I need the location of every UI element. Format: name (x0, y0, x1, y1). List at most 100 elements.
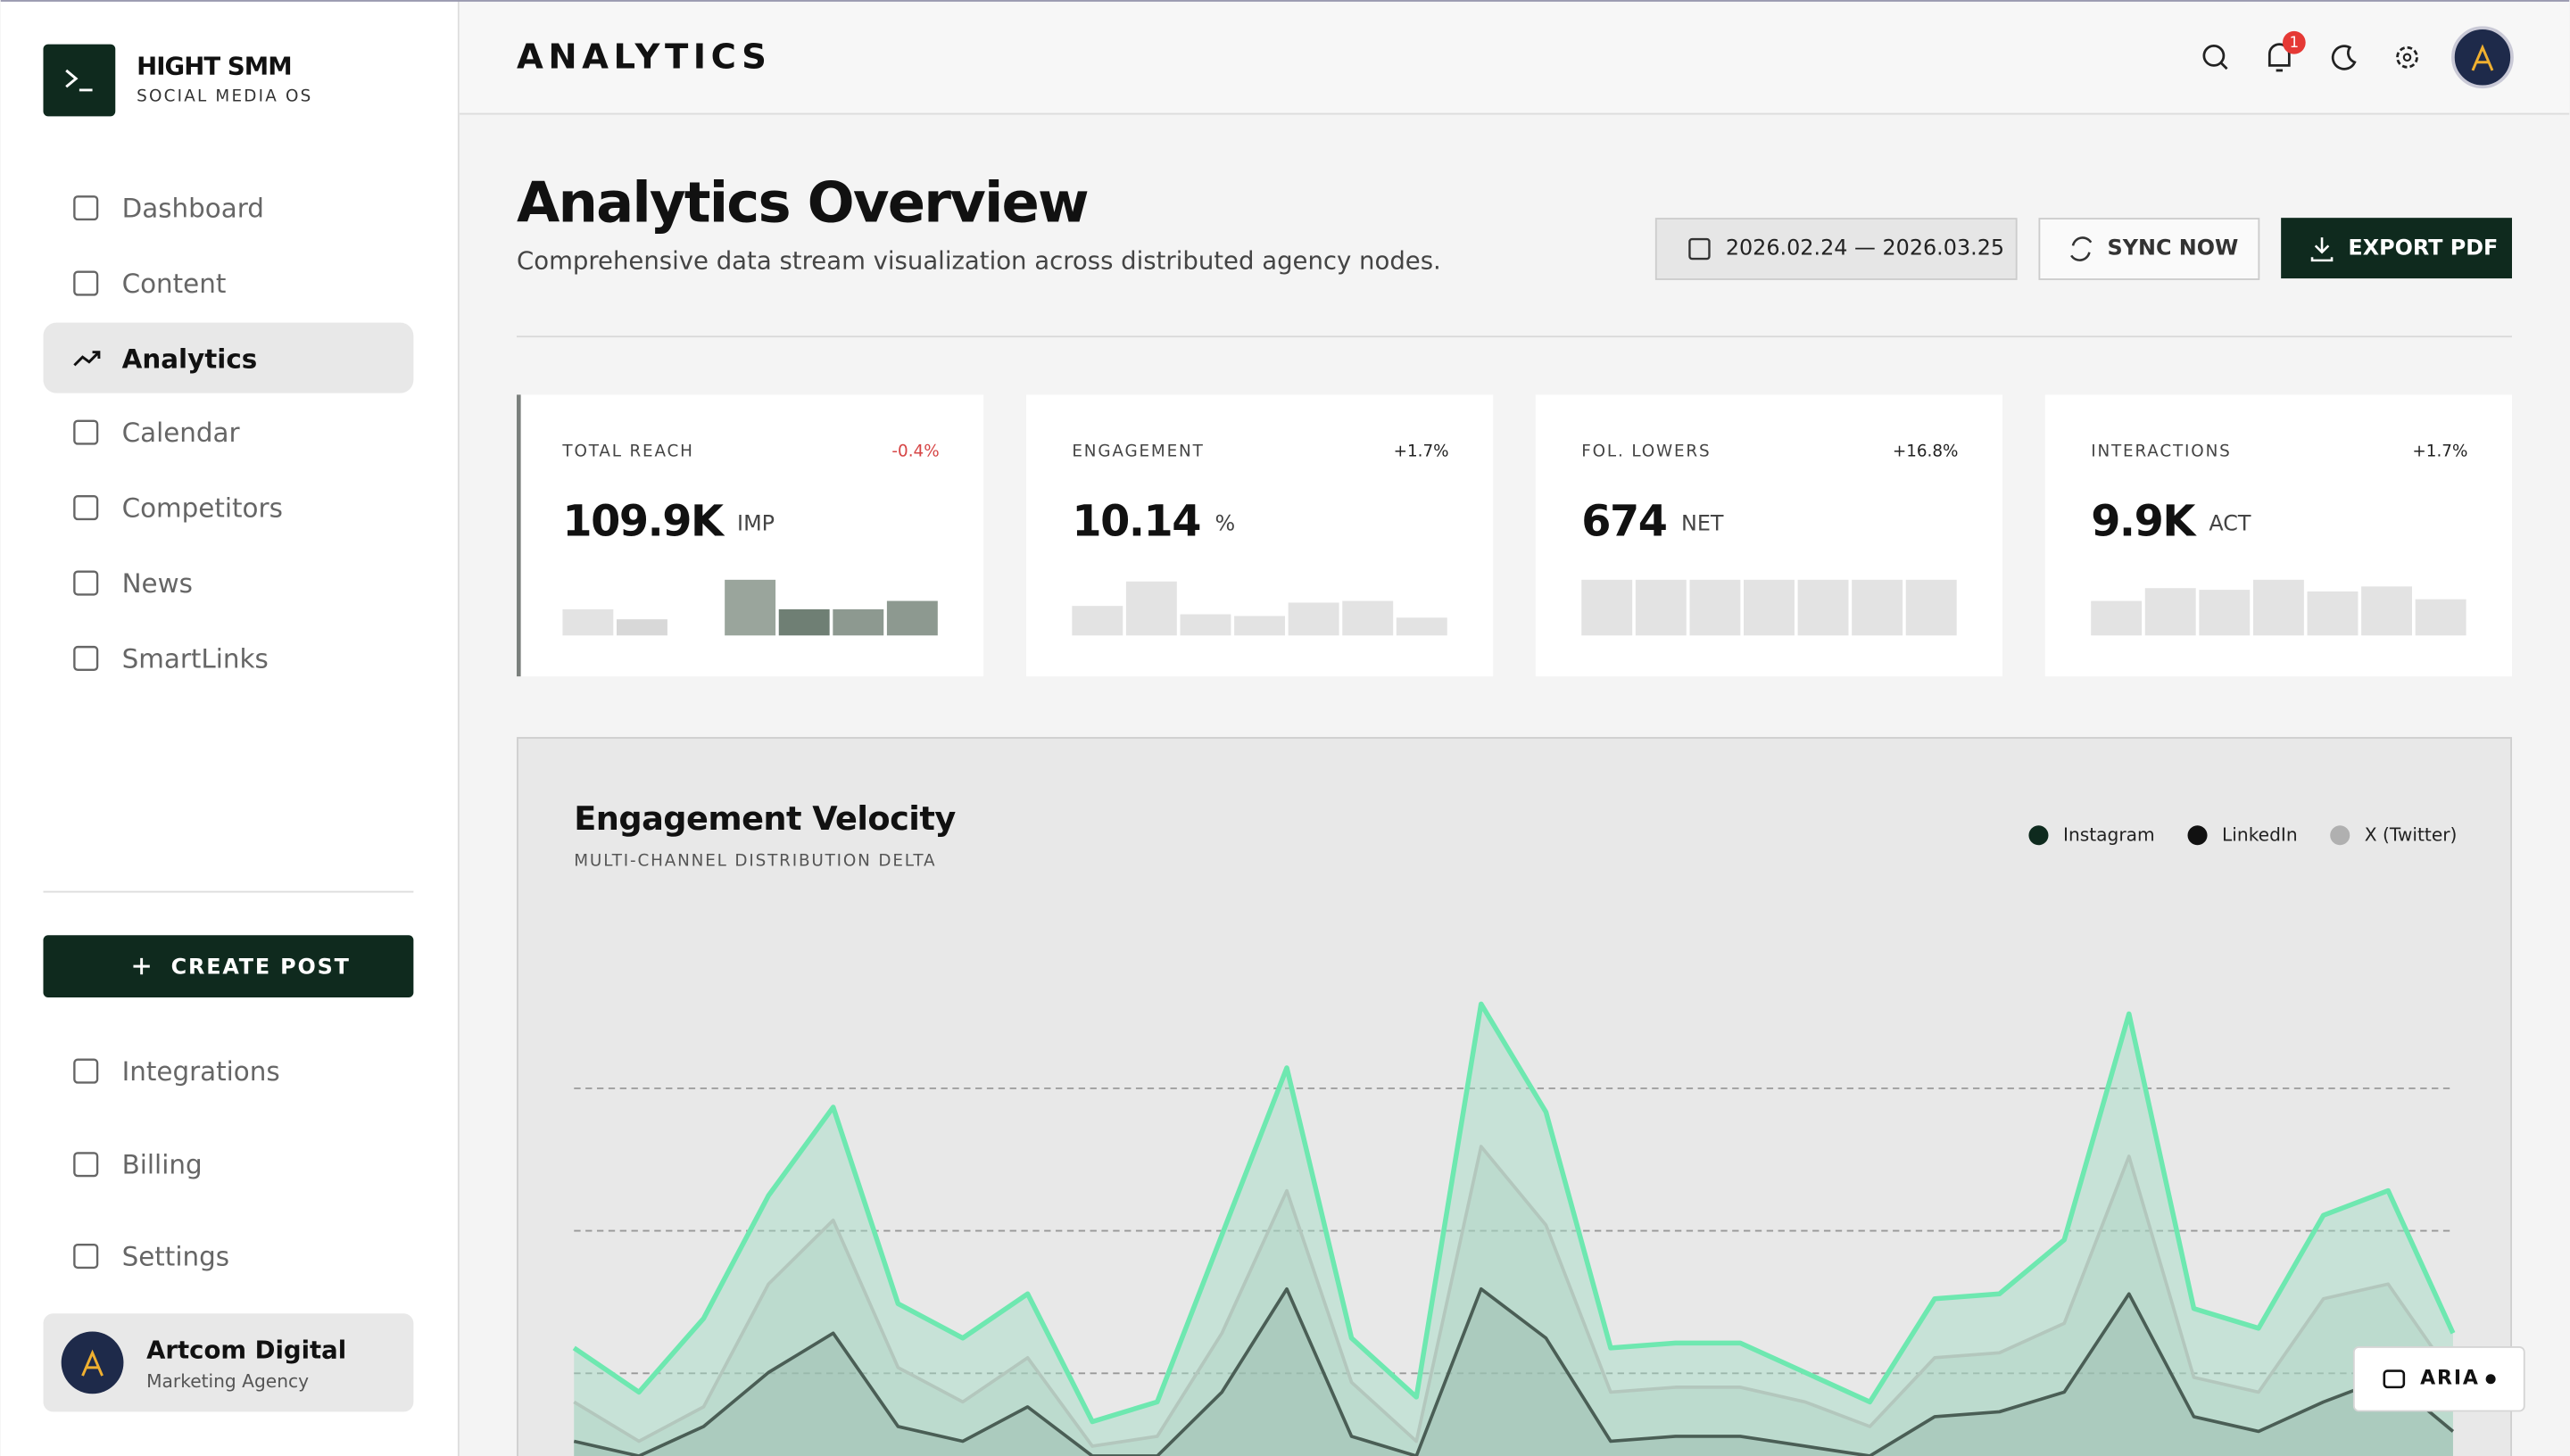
nav-icon (73, 570, 99, 596)
date-range-button[interactable] (1654, 218, 2018, 280)
kpi-bar (2307, 591, 2359, 636)
kpi-value: 674 (1581, 497, 1666, 546)
nav-item[interactable]: Analytics (43, 322, 414, 393)
legend-label: LinkedIn (2222, 824, 2298, 846)
nav-icon (73, 495, 99, 521)
series-line (573, 1145, 2455, 1448)
search-icon-handle (2219, 61, 2228, 70)
calendar-icon (1688, 237, 1711, 261)
sync-button[interactable] (2038, 218, 2260, 280)
assistant-widget[interactable]: ARIA (2352, 1346, 2525, 1412)
kpi-bar (2252, 579, 2304, 636)
bell-icon[interactable] (2267, 43, 2291, 72)
kpi-label: INTERACTIONS (2091, 443, 2231, 461)
nav-item[interactable]: Billing (73, 1150, 203, 1180)
header-title: ANALYTICS (517, 37, 771, 78)
theme-icon[interactable] (2331, 45, 2357, 70)
nav-item[interactable]: Integrations (73, 1056, 280, 1087)
kpi-value: 9.9K (2091, 497, 2197, 546)
assistant-box[interactable] (2352, 1346, 2525, 1412)
settings-icon-center (2402, 53, 2412, 62)
assistant-status (2485, 1374, 2496, 1385)
kpi-card-accent (517, 394, 521, 677)
kpi-bar (725, 579, 776, 636)
nav-icon (73, 645, 99, 672)
kpi-bar (1072, 606, 1123, 636)
nav-label: News (122, 568, 193, 599)
legend-item: X (Twitter) (2330, 824, 2457, 846)
kpi-change: +1.7% (1394, 443, 1449, 461)
page-subtitle: Comprehensive data stream visualization … (517, 247, 1441, 276)
kpi-bar (1342, 600, 1394, 636)
kpi-unit: % (1215, 510, 1235, 535)
nav-item[interactable]: SmartLinks (73, 643, 269, 674)
sync-icon (2070, 236, 2093, 261)
export-button[interactable] (2281, 218, 2512, 279)
nav-label: Analytics (122, 343, 258, 374)
kpi-bar (1852, 579, 1903, 636)
nav-icon (73, 1243, 99, 1270)
kpi-bar (2091, 600, 2143, 636)
notification-count: 1 (2290, 34, 2300, 51)
logo-glyph (65, 69, 93, 92)
kpi-bar (1744, 579, 1795, 636)
plus-icon (133, 957, 150, 975)
nav-icon (73, 1058, 99, 1084)
nav-label: Dashboard (122, 193, 264, 223)
user-avatar (61, 1331, 124, 1394)
kpi-value-text: 10.14% (1072, 497, 1235, 546)
legend-item: Instagram (2028, 824, 2155, 846)
sidebar (0, 0, 458, 1456)
create-post-label: CREATE POST (171, 954, 351, 979)
kpi-card: FOL. LOWERS +16.8% 674 NET (1535, 394, 2003, 677)
kpi-value-text: 674 NET (1581, 497, 1724, 546)
legend-marker (2028, 825, 2049, 846)
kpi-unit: IMP (737, 510, 775, 535)
nav-label: Integrations (122, 1056, 280, 1087)
kpi-value-text: 109.9K IMP (562, 497, 775, 546)
search-icon[interactable] (2202, 45, 2226, 67)
robot-icon (2383, 1369, 2406, 1389)
nav-item[interactable]: News (73, 568, 193, 599)
download-icon (2310, 237, 2334, 262)
kpi-bar (562, 608, 614, 636)
kpi-bar (2199, 590, 2251, 636)
user-card[interactable] (43, 1313, 414, 1412)
nav-label: Competitors (122, 492, 283, 523)
header-avatar[interactable] (2451, 26, 2514, 89)
settings-icon[interactable] (2396, 46, 2418, 69)
kpi-unit: ACT (2209, 510, 2251, 535)
kpi-change: -0.4% (891, 443, 939, 461)
legend-item: LinkedIn (2187, 824, 2298, 846)
avatar-glyph (81, 1349, 104, 1377)
kpi-bar (1689, 579, 1741, 636)
nav-label: SmartLinks (122, 643, 269, 674)
kpi-change: +1.7% (2412, 443, 2467, 461)
kpi-bar (1581, 579, 1633, 636)
brand-tagline: SOCIAL MEDIA OS (137, 87, 312, 105)
kpi-label: TOTAL REACH (561, 443, 693, 461)
kpi-card: INTERACTIONS +1.7% 9.9K ACT (2044, 394, 2512, 677)
nav-item[interactable]: Calendar (73, 418, 241, 448)
series-line (572, 1001, 2456, 1425)
nav-item[interactable]: Competitors (73, 492, 283, 523)
user-name: Artcom Digital (146, 1336, 346, 1365)
nav-label: Settings (122, 1241, 229, 1271)
legend-marker (2187, 825, 2208, 846)
nav-icon (73, 195, 99, 221)
nav-active-bg (43, 322, 414, 393)
nav-label: Content (122, 269, 227, 299)
nav-item[interactable]: Settings (73, 1241, 229, 1271)
kpi-label: ENGAGEMENT (1072, 443, 1204, 461)
export-label: EXPORT PDF (2348, 236, 2498, 261)
create-post-button[interactable] (43, 935, 414, 997)
topbar (459, 0, 2570, 115)
kpi-value: 109.9K (562, 497, 725, 546)
kpi-bar (2361, 586, 2413, 636)
nav-item[interactable]: Content (73, 269, 227, 299)
kpi-bar (1396, 617, 1447, 636)
kpi-bar (617, 619, 667, 636)
nav-item[interactable]: Dashboard (73, 193, 264, 223)
nav-label: Billing (122, 1150, 203, 1180)
